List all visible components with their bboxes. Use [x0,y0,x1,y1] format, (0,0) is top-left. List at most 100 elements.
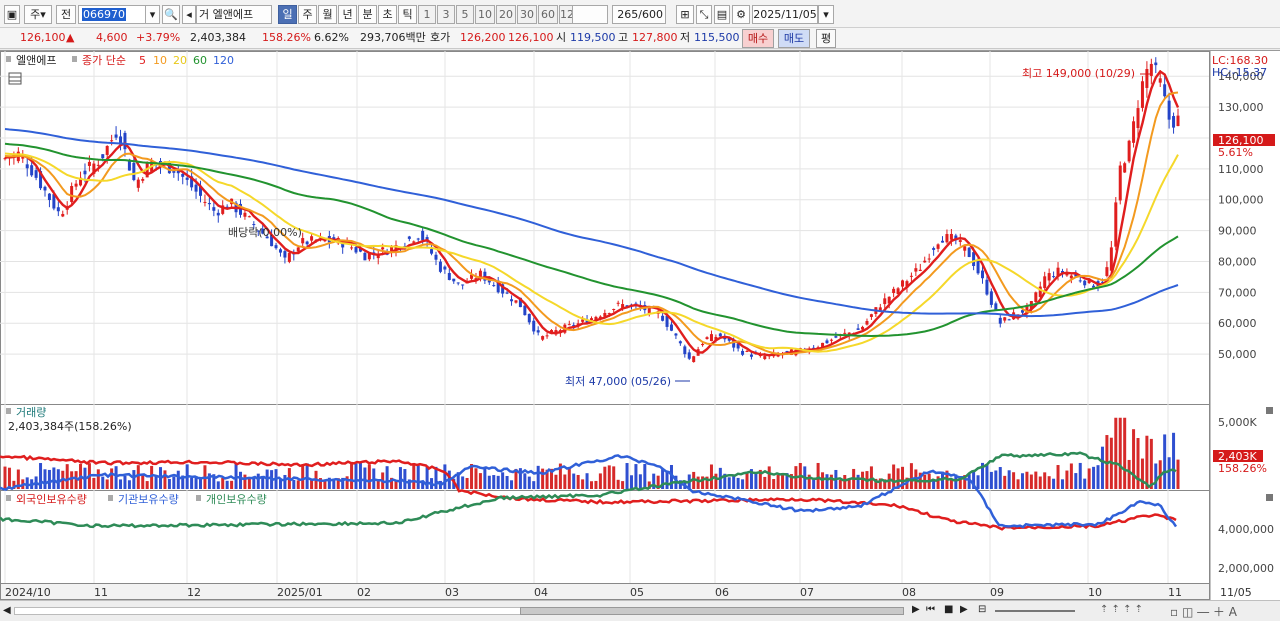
volume-bar [749,469,753,489]
y-axis: 140,000130,000120,000110,000100,00090,00… [1218,70,1264,361]
interval-button-1[interactable]: 1 [418,5,436,24]
stop-icon[interactable]: ■ [944,604,954,615]
calendar-dropdown-icon[interactable]: ▾ [818,5,834,24]
volume-bar [972,470,976,489]
candle-body [172,170,176,173]
period-tab-5[interactable]: 초 [378,5,397,24]
zoom-slider-icon[interactable]: ⊟ [978,604,987,615]
x-axis-labels: 2024/10 11 12 2025/01 02 03 04 05 06 07 08 09 10 11 11… [5,586,1252,599]
candle-body [896,288,900,295]
stock-name-field[interactable]: 거 엘앤에프 [196,5,272,24]
volume-bar [1118,417,1122,489]
volume-bar [252,476,256,489]
period-tab-1[interactable]: 주 [298,5,317,24]
volume-bar [772,479,776,489]
bid-price: 126,100 [508,31,554,44]
period-tab-0[interactable]: 일 [278,5,297,24]
candle-body [616,302,620,304]
holding-line-0 [0,454,1177,531]
code-dropdown-icon[interactable]: ▾ [146,5,160,24]
settings-gear-icon[interactable]: ⚙ [732,5,750,24]
draw-tools-icon[interactable]: ⇡ ⇡ ⇡ ⇡ [1100,604,1144,615]
candle-body [443,266,447,270]
buy-button[interactable]: 매수 [742,29,774,48]
stock-code-input[interactable]: 066970 [78,5,146,24]
volume-bar [625,463,629,489]
volume-bar [1052,478,1056,489]
table-icon[interactable] [8,72,22,85]
interval-button-30[interactable]: 30 [517,5,537,24]
candle-body [665,315,669,327]
speaker-icon[interactable]: ◂ [182,5,196,24]
scroll-thumb[interactable] [520,607,904,615]
candle-body [181,173,185,177]
volume-bar [785,473,789,489]
window-icon[interactable]: ▣ [4,5,20,24]
period-tab-2[interactable]: 월 [318,5,337,24]
current-price-tag-pct: 5.61% [1218,146,1253,159]
volume-bar [256,473,260,489]
scroll-right-icon[interactable]: ▶ [912,604,920,615]
zoom-controls-icon[interactable]: ▫ ◫ ― ＋ A [1170,605,1237,619]
volume-bar [1034,471,1038,489]
candle-body [1132,121,1136,143]
candle-body [438,261,442,272]
interval-button-20[interactable]: 20 [496,5,516,24]
volume-bar [754,472,758,489]
chart-area[interactable]: 140,000130,000120,000110,000100,00090,00… [0,50,1280,601]
rewind-icon[interactable]: ⏮ [926,604,935,615]
candle-body [394,245,398,252]
volume-bar [1154,463,1158,489]
candle-body [287,253,291,262]
close-panel-icon[interactable] [1266,407,1273,414]
holding-lines [0,451,1178,531]
period-tab-4[interactable]: 분 [358,5,377,24]
volume-bar [247,477,251,489]
candle-body [1020,310,1024,313]
volume-bar [12,480,16,489]
chart-type-icon[interactable]: ⊞ [676,5,694,24]
interval-input[interactable] [572,5,608,24]
count-field[interactable]: 265/600 [612,5,666,24]
candle-body [25,164,29,169]
date-field[interactable]: 2025/11/05 [752,5,818,24]
volume-bar [1140,458,1144,489]
candle-body [669,324,673,331]
lc-label: LC:168.30 [1212,54,1268,67]
volume-bar [1025,471,1029,489]
volume-bar [487,475,491,489]
volume-bar [985,463,989,489]
interval-button-10[interactable]: 10 [475,5,495,24]
search-icon[interactable]: 🔍 [162,5,180,24]
zoom-slider[interactable] [995,610,1075,612]
candle-body [572,324,576,327]
x-label: 04 [534,586,548,599]
sell-button[interactable]: 매도 [778,29,810,48]
x-label: 12 [187,586,201,599]
average-button[interactable]: 평 [816,29,836,48]
close-panel-icon[interactable] [1266,494,1273,501]
period-tab-6[interactable]: 틱 [398,5,417,24]
volume-bar [701,476,705,489]
interval-button-5[interactable]: 5 [456,5,474,24]
save-icon[interactable]: ▤ [714,5,730,24]
period-type-select[interactable]: 주▾ [24,5,52,24]
interval-button-3[interactable]: 3 [437,5,455,24]
interval-button-60[interactable]: 60 [538,5,558,24]
candle-body [61,213,65,217]
candle-body [692,356,696,363]
play-icon[interactable]: ▶ [960,604,968,615]
volume-title: 거래량 [16,406,46,419]
count-value: 265 [617,8,639,21]
high-label: 고 [618,31,629,44]
candle-body [1043,276,1047,289]
scroll-left-icon[interactable]: ◀ [3,605,11,616]
period-tab-3[interactable]: 년 [338,5,357,24]
candle-body [367,253,371,260]
code-type-button[interactable]: 전 [56,5,76,24]
volume-bar [1069,463,1073,489]
draw-tool-icon[interactable]: ⤡ [696,5,712,24]
volume-bar [594,480,598,489]
candle-body [110,140,114,142]
candle-body [1047,273,1051,281]
